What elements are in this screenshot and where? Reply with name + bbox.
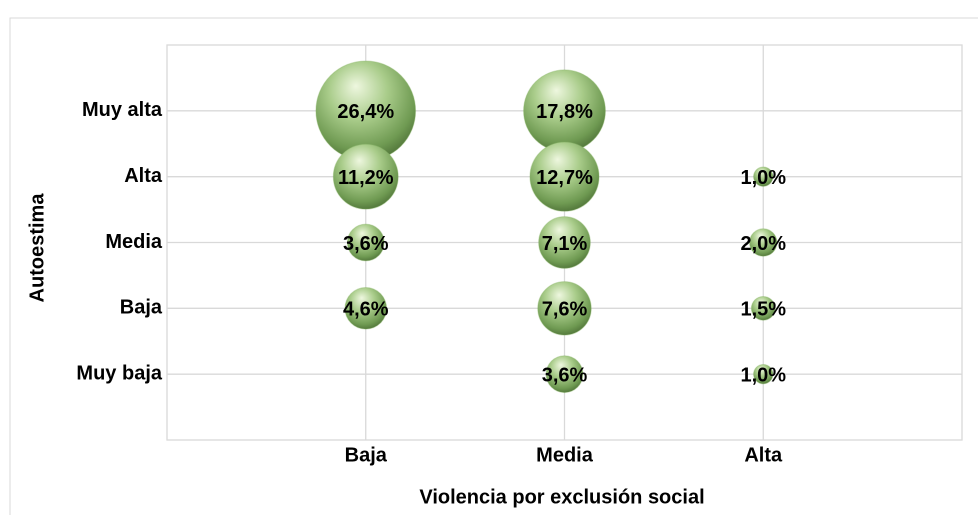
bubble xyxy=(538,216,591,269)
x-tick-label: Media xyxy=(536,444,594,466)
data-label: 17,8% xyxy=(536,101,593,123)
y-tick-label: Alta xyxy=(124,165,163,187)
y-tick-label: Muy baja xyxy=(76,362,162,384)
bubble xyxy=(753,363,774,385)
data-label: 2,0% xyxy=(740,233,786,255)
bubble xyxy=(529,141,600,212)
y-axis-title: Autoestima xyxy=(26,193,48,303)
data-label: 4,6% xyxy=(343,299,389,321)
data-label: 3,6% xyxy=(343,233,389,255)
data-label: 12,7% xyxy=(536,167,593,189)
data-label: 26,4% xyxy=(337,101,394,123)
bubble xyxy=(750,295,776,321)
y-tick-label: Baja xyxy=(120,297,163,319)
bubble xyxy=(346,223,385,262)
data-label: 11,2% xyxy=(338,167,394,189)
bubble xyxy=(537,281,592,336)
bubble xyxy=(545,355,584,394)
data-label: 7,1% xyxy=(542,233,588,255)
data-label: 1,0% xyxy=(740,364,786,386)
x-axis-title: Violencia por exclusión social xyxy=(419,486,704,508)
x-tick-label: Baja xyxy=(345,444,388,466)
bubble xyxy=(753,166,774,187)
y-tick-label: Media xyxy=(105,231,163,253)
bubble xyxy=(749,228,778,257)
y-tick-label: Muy alta xyxy=(82,99,163,121)
data-label: 1,5% xyxy=(740,299,786,321)
bubble xyxy=(332,143,399,210)
x-tick-label: Alta xyxy=(744,444,783,466)
data-label: 3,6% xyxy=(542,364,588,386)
chart-border xyxy=(9,17,978,515)
bubble xyxy=(344,287,388,330)
data-label: 7,6% xyxy=(542,299,588,321)
data-label: 1,0% xyxy=(740,167,786,189)
